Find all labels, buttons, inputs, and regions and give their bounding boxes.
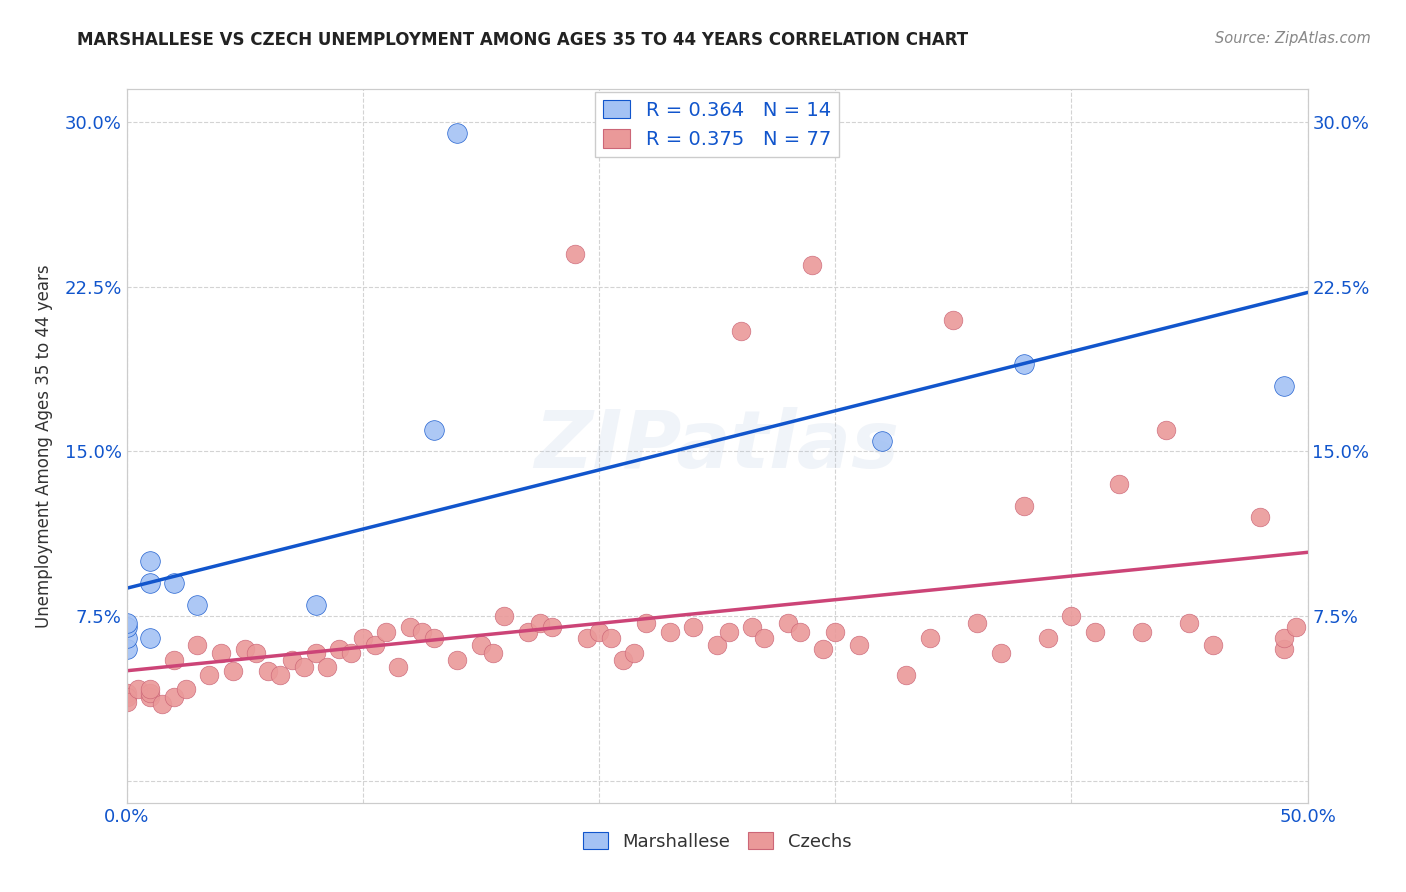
Point (1012, 500, 1035, 514)
Point (352, 631, 374, 645)
Point (942, 312, 965, 326)
Point (115, 615, 138, 630)
Point (245, 647, 267, 661)
Point (776, 615, 799, 630)
Point (494, 609, 516, 624)
Point (599, 631, 621, 645)
Point (1249, 510, 1271, 524)
Point (1084, 624, 1107, 639)
Point (422, 631, 444, 645)
Point (682, 620, 704, 634)
Point (848, 638, 870, 652)
Point (529, 615, 551, 630)
Point (115, 620, 138, 634)
Point (966, 615, 988, 630)
Point (517, 624, 540, 639)
Point (1130, 624, 1153, 639)
Point (576, 631, 599, 645)
Point (304, 598, 326, 612)
Point (446, 653, 468, 667)
Point (1178, 615, 1201, 630)
Point (139, 681, 162, 696)
Point (824, 624, 846, 639)
Point (316, 659, 339, 673)
Point (198, 668, 221, 682)
Point (564, 247, 586, 261)
Point (658, 624, 681, 639)
Point (222, 664, 245, 678)
Point (1108, 477, 1130, 491)
Point (139, 576, 162, 591)
Point (800, 258, 823, 272)
Point (115, 690, 138, 705)
Point (150, 697, 173, 711)
Point (304, 647, 326, 661)
Point (399, 620, 422, 634)
Point (139, 554, 162, 568)
Point (481, 647, 503, 661)
Point (717, 624, 740, 639)
Point (1060, 609, 1083, 624)
Point (612, 653, 634, 667)
Point (174, 681, 197, 696)
Point (186, 638, 208, 652)
Text: Source: ZipAtlas.com: Source: ZipAtlas.com (1215, 31, 1371, 46)
Text: ZIPatlas: ZIPatlas (534, 407, 900, 485)
Point (894, 668, 917, 682)
Point (730, 324, 752, 338)
Point (127, 681, 149, 696)
Point (340, 647, 363, 661)
Point (139, 631, 162, 645)
Point (706, 638, 728, 652)
Point (1154, 423, 1177, 437)
Point (281, 653, 304, 667)
Point (588, 624, 610, 639)
Point (990, 647, 1012, 661)
Point (789, 624, 811, 639)
Point (446, 126, 468, 140)
Point (363, 638, 385, 652)
Point (872, 434, 894, 448)
Point (186, 598, 208, 612)
Point (1272, 642, 1295, 657)
Point (269, 668, 291, 682)
Point (115, 631, 138, 645)
Point (387, 659, 409, 673)
Point (741, 620, 763, 634)
Point (163, 690, 186, 705)
Point (233, 642, 256, 657)
Point (1202, 638, 1225, 652)
Point (375, 624, 398, 639)
Point (1036, 631, 1059, 645)
Text: MARSHALLESE VS CZECH UNEMPLOYMENT AMONG AGES 35 TO 44 YEARS CORRELATION CHART: MARSHALLESE VS CZECH UNEMPLOYMENT AMONG … (77, 31, 969, 49)
Point (292, 659, 315, 673)
Point (1272, 378, 1295, 392)
Point (422, 423, 444, 437)
Point (328, 642, 350, 657)
Point (918, 631, 941, 645)
Point (115, 642, 138, 657)
Point (209, 647, 232, 661)
Point (470, 638, 492, 652)
Point (623, 647, 645, 661)
Point (1285, 620, 1308, 634)
Point (139, 686, 162, 700)
Point (1272, 631, 1295, 645)
Point (257, 664, 280, 678)
Point (163, 653, 186, 667)
Point (813, 642, 835, 657)
Point (163, 576, 186, 591)
Point (115, 695, 138, 709)
Point (139, 690, 162, 705)
Y-axis label: Unemployment Among Ages 35 to 44 years: Unemployment Among Ages 35 to 44 years (35, 264, 53, 628)
Point (540, 620, 562, 634)
Point (754, 631, 776, 645)
Legend: Marshallese, Czechs: Marshallese, Czechs (575, 825, 859, 858)
Point (636, 615, 658, 630)
Point (411, 624, 433, 639)
Point (115, 686, 138, 700)
Point (1012, 357, 1035, 371)
